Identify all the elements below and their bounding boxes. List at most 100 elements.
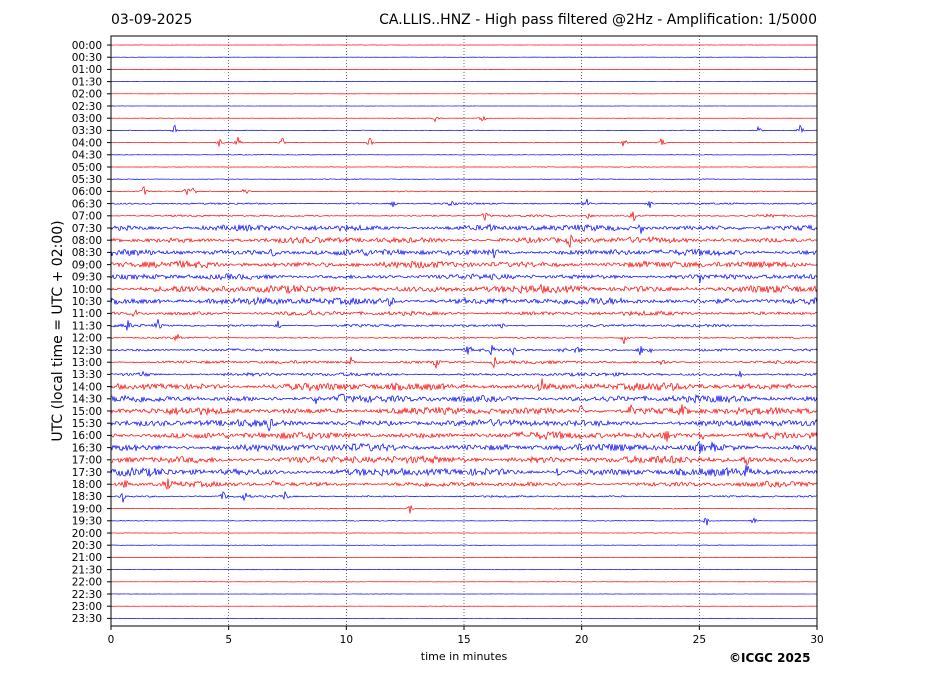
y-tick-label: 21:30: [72, 564, 102, 576]
y-tick-label: 03:30: [72, 125, 102, 137]
y-tick-label: 12:30: [72, 345, 102, 357]
x-axis: 0 5 10 15 20 25 30: [108, 626, 824, 646]
y-tick-label: 12:00: [72, 333, 102, 345]
trace-1700: [110, 454, 818, 466]
y-tick-label: 00:00: [72, 40, 102, 52]
y-tick-label: 19:30: [72, 516, 102, 528]
trace-1930: [110, 517, 818, 526]
y-tick-label: 05:00: [72, 162, 102, 174]
trace-1630: [110, 440, 818, 454]
y-tick-label: 01:30: [72, 76, 102, 88]
x-tick-label: 10: [340, 634, 353, 646]
trace-1030: [110, 296, 818, 307]
y-tick-label: 17:00: [72, 455, 102, 467]
trace-2000: [110, 532, 818, 534]
y-tick-label: 02:30: [72, 101, 102, 113]
trace-1230: [110, 344, 818, 357]
y-tick-label: 14:30: [72, 394, 102, 406]
trace-0800: [110, 234, 818, 248]
y-tick-label: 16:00: [72, 430, 102, 442]
trace-1400: [110, 378, 818, 392]
trace-0330: [110, 124, 818, 134]
y-tick-label: 22:00: [72, 577, 102, 589]
y-tick-label: 08:00: [72, 235, 102, 247]
trace-0900: [110, 259, 818, 269]
trace-0600: [110, 186, 818, 196]
x-tick-label: 30: [810, 634, 823, 646]
y-tick-label: 19:00: [72, 503, 102, 515]
trace-2130: [110, 569, 818, 571]
date-label: 03-09-2025: [111, 12, 193, 28]
y-tick-label: 06:00: [72, 186, 102, 198]
y-tick-label: 14:00: [72, 381, 102, 393]
x-tick-label: 5: [225, 634, 232, 646]
y-tick-label: 03:00: [72, 113, 102, 125]
y-tick-label: 21:00: [72, 552, 102, 564]
y-tick-label: 20:30: [72, 540, 102, 552]
y-tick-label: 11:00: [72, 308, 102, 320]
y-tick-label: 15:30: [72, 418, 102, 430]
trace-2030: [110, 544, 818, 546]
chart-title: CA.LLIS..HNZ - High pass filtered @2Hz -…: [379, 12, 817, 28]
y-tick-label: 20:00: [72, 528, 102, 540]
trace-1530: [110, 418, 818, 432]
trace-1730: [110, 464, 818, 478]
y-tick-label: 06:30: [72, 198, 102, 210]
trace-1900: [110, 505, 818, 514]
y-tick-label: 02:00: [72, 89, 102, 101]
y-tick-label: 09:00: [72, 259, 102, 271]
y-tick-label: 05:30: [72, 174, 102, 186]
trace-0830: [110, 248, 818, 259]
x-tick-label: 0: [108, 634, 115, 646]
y-tick-label: 22:30: [72, 589, 102, 601]
y-tick-label: 00:30: [72, 52, 102, 64]
trace-1000: [110, 283, 818, 295]
trace-2200: [110, 581, 818, 583]
y-tick-label: 11:30: [72, 320, 102, 332]
y-tick-label: 18:30: [72, 491, 102, 503]
trace-1600: [110, 430, 818, 442]
y-tick-label: 10:00: [72, 284, 102, 296]
y-tick-label: 08:30: [72, 247, 102, 259]
seismic-traces: [110, 44, 818, 619]
trace-1100: [110, 309, 818, 318]
y-tick-label: 17:30: [72, 467, 102, 479]
trace-0430: [110, 154, 818, 156]
y-axis-label: UTC (local time = UTC + 02:00): [50, 220, 66, 442]
trace-1500: [110, 404, 818, 416]
y-tick-label: 13:30: [72, 369, 102, 381]
trace-0300: [110, 115, 818, 123]
trace-0400: [110, 136, 818, 147]
y-tick-label: 13:00: [72, 357, 102, 369]
y-tick-label: 23:30: [72, 613, 102, 625]
y-tick-label: 18:00: [72, 479, 102, 491]
y-tick-label: 07:30: [72, 223, 102, 235]
x-tick-label: 25: [693, 634, 706, 646]
vertical-grid: [228, 36, 700, 626]
y-tick-label: 16:30: [72, 442, 102, 454]
x-axis-label: time in minutes: [420, 650, 508, 663]
copyright-label: ©ICGC 2025: [729, 651, 811, 665]
y-tick-label: 23:00: [72, 601, 102, 613]
x-tick-label: 20: [575, 634, 588, 646]
x-tick-label: 15: [457, 634, 470, 646]
y-tick-label: 10:30: [72, 296, 102, 308]
trace-1330: [110, 370, 818, 378]
trace-0730: [110, 223, 818, 234]
trace-1830: [110, 491, 818, 503]
y-tick-label: 15:00: [72, 406, 102, 418]
trace-0500: [110, 166, 818, 168]
y-axis: 00:0000:3001:0001:3002:0002:3003:0003:30…: [72, 40, 111, 625]
trace-0930: [110, 273, 818, 283]
y-tick-label: 09:30: [72, 272, 102, 284]
y-tick-label: 04:00: [72, 137, 102, 149]
y-tick-label: 01:00: [72, 64, 102, 76]
trace-1300: [110, 356, 818, 369]
trace-1130: [110, 319, 818, 331]
trace-0630: [110, 198, 818, 208]
trace-1200: [110, 334, 818, 345]
trace-1430: [110, 393, 818, 405]
trace-0700: [110, 211, 818, 222]
trace-0530: [110, 178, 818, 180]
